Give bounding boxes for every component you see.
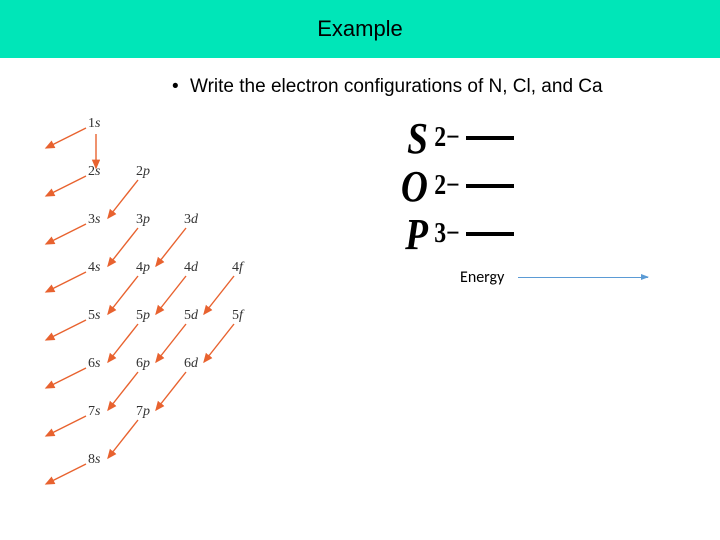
- ion-charge: 2−: [434, 122, 459, 154]
- orbital-2s: 2s: [88, 164, 100, 180]
- energy-arrow: [518, 277, 648, 278]
- ions-list: S2−O2−P3−: [380, 118, 600, 262]
- ion-line: [466, 184, 514, 188]
- ion-P: P3−: [380, 214, 600, 254]
- orbital-4p: 4p: [136, 260, 150, 276]
- ion-symbol: O: [384, 161, 427, 212]
- orbital-5d: 5d: [184, 308, 198, 324]
- orbital-3s: 3s: [88, 212, 100, 228]
- orbital-1s: 1s: [88, 116, 100, 132]
- ion-charge: 2−: [434, 170, 459, 202]
- orbital-6d: 6d: [184, 356, 198, 372]
- content-area: Write the electron configurations of N, …: [0, 58, 720, 540]
- orbital-6s: 6s: [88, 356, 100, 372]
- orbital-4s: 4s: [88, 260, 100, 276]
- orbital-4d: 4d: [184, 260, 198, 276]
- energy-block: Energy: [460, 268, 648, 287]
- orbital-7p: 7p: [136, 404, 150, 420]
- ion-line: [466, 136, 514, 140]
- title-bar: Example: [0, 0, 720, 58]
- ion-O: O2−: [380, 166, 600, 206]
- ion-symbol: P: [384, 209, 427, 260]
- orbital-6p: 6p: [136, 356, 150, 372]
- orbital-5p: 5p: [136, 308, 150, 324]
- orbital-5f: 5f: [232, 308, 243, 324]
- orbital-7s: 7s: [88, 404, 100, 420]
- orbital-2p: 2p: [136, 164, 150, 180]
- energy-label: Energy: [460, 268, 504, 287]
- orbital-3d: 3d: [184, 212, 198, 228]
- orbital-8s: 8s: [88, 452, 100, 468]
- title-text: Example: [317, 16, 403, 42]
- ion-charge: 3−: [434, 218, 459, 250]
- ion-symbol: S: [384, 113, 427, 164]
- ion-line: [466, 232, 514, 236]
- orbital-3p: 3p: [136, 212, 150, 228]
- prompt-text: Write the electron configurations of N, …: [190, 76, 603, 98]
- madelung-arrows: [46, 112, 286, 522]
- orbital-4f: 4f: [232, 260, 243, 276]
- madelung-diagram: 1s 2s 2p 3s 3p 3d 4s 4p 4d 4f 5s 5p 5d 5f 6s 6p 6d 7s 7p 8s: [46, 112, 286, 522]
- ion-S: S2−: [380, 118, 600, 158]
- orbital-5s: 5s: [88, 308, 100, 324]
